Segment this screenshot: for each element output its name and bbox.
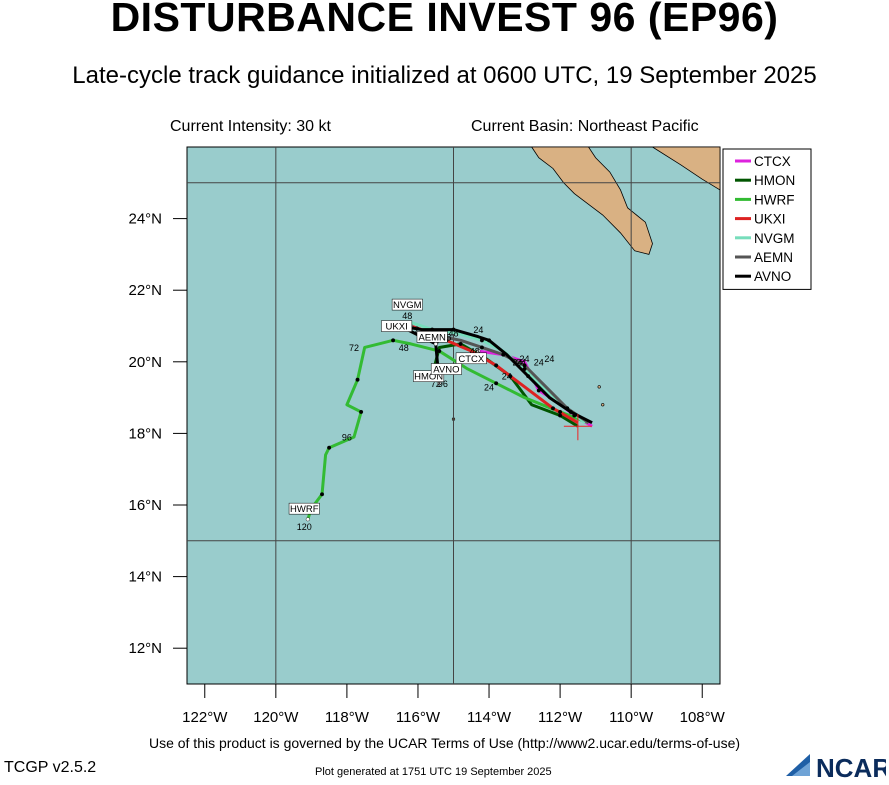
- legend-label-hwrf: HWRF: [754, 192, 795, 207]
- ncar-logo-text: NCAR: [816, 753, 886, 780]
- forecast-hour-label: 24: [516, 357, 526, 367]
- forecast-hour-label: 96: [438, 379, 448, 389]
- legend-label-avno: AVNO: [754, 269, 791, 284]
- current-intensity: Current Intensity: 30 kt: [170, 118, 331, 135]
- model-end-label: AVNO: [433, 365, 459, 376]
- x-tick-label: 112°W: [538, 709, 583, 726]
- track-point: [550, 406, 555, 411]
- model-end-label: CTCX: [458, 354, 485, 365]
- model-end-label: NVGM: [393, 300, 422, 311]
- legend-label-ctcx: CTCX: [754, 154, 791, 169]
- legend-label-hmon: HMON: [754, 173, 795, 188]
- forecast-hour-label: 72: [349, 343, 359, 353]
- track-point: [487, 338, 492, 343]
- legend-label-aemn: AEMN: [754, 250, 793, 265]
- chart-title: DISTURBANCE INVEST 96 (EP96): [110, 0, 779, 40]
- track-point: [451, 327, 456, 332]
- track-point: [522, 363, 527, 368]
- track-point: [568, 409, 573, 414]
- forecast-hour-label: 24: [502, 372, 512, 382]
- model-end-label: UKXI: [386, 322, 408, 333]
- forecast-hour-label: 72: [431, 379, 441, 389]
- forecast-hour-label: 96: [342, 433, 352, 443]
- forecast-hour-label: 24: [484, 382, 494, 392]
- model-end-label: HMON: [414, 372, 443, 383]
- x-tick-label: 114°W: [467, 709, 512, 726]
- x-tick-label: 122°W: [182, 709, 228, 726]
- x-tick-label: 108°W: [680, 709, 726, 726]
- ncar-logo-mark: NCAR: [786, 753, 889, 783]
- y-tick-label: 16°N: [128, 497, 162, 514]
- x-tick-label: 116°W: [396, 709, 441, 726]
- model-end-label: HWRF: [290, 504, 319, 515]
- forecast-hour-label: 24: [534, 357, 544, 367]
- forecast-hour-label: 24: [473, 325, 483, 335]
- x-tick-label: 118°W: [325, 709, 370, 726]
- forecast-hour-label: 24: [512, 357, 522, 367]
- track-point: [501, 352, 506, 357]
- track-point: [391, 338, 396, 343]
- track-point: [458, 341, 463, 346]
- track-point: [508, 374, 513, 379]
- legend-label-nvgm: NVGM: [754, 231, 795, 246]
- track-point: [536, 388, 541, 393]
- track-point: [359, 409, 364, 414]
- track-point: [494, 363, 499, 368]
- ncar-logo: NCAR: [786, 750, 889, 783]
- y-tick-label: 20°N: [128, 354, 162, 371]
- y-tick-label: 22°N: [128, 282, 162, 299]
- forecast-hour-label: 24: [544, 354, 554, 364]
- forecast-hour-label: 24: [520, 354, 530, 364]
- forecast-hour-label: 72: [409, 325, 419, 335]
- track-point: [558, 413, 563, 418]
- generated-timestamp: Plot generated at 1751 UTC 19 September …: [315, 766, 552, 778]
- model-end-label: AEMN: [418, 332, 446, 343]
- model-end-label-box: [416, 331, 448, 343]
- forecast-hour-label: 48: [402, 311, 412, 321]
- y-tick-label: 12°N: [128, 640, 162, 657]
- forecast-hour-label: 48: [399, 343, 409, 353]
- x-tick-label: 120°W: [253, 709, 299, 726]
- track-hwrf: [306, 338, 590, 520]
- terms-of-use-note: Use of this product is governed by the U…: [148, 735, 741, 751]
- island: [597, 385, 601, 389]
- track-point: [320, 492, 325, 497]
- model-end-label-box: [413, 370, 445, 382]
- track-point: [437, 349, 442, 354]
- track-point: [327, 445, 332, 450]
- track-point: [430, 327, 435, 332]
- track-point: [305, 517, 310, 522]
- track-point: [494, 381, 499, 386]
- y-tick-label: 24°N: [128, 211, 162, 228]
- legend-label-ukxi: UKXI: [754, 212, 786, 227]
- track-point: [355, 377, 360, 382]
- track-point: [565, 406, 570, 411]
- track-point: [572, 413, 577, 418]
- track-point: [479, 345, 484, 350]
- land-baja-california: [530, 146, 653, 255]
- track-point: [479, 338, 484, 343]
- current-basin: Current Basin: Northeast Pacific: [471, 118, 699, 135]
- version-label: TCGP v2.5.2: [4, 759, 97, 776]
- forecast-hour-label: 120: [297, 522, 312, 532]
- model-end-label-box: [288, 502, 320, 515]
- track-point: [522, 366, 527, 371]
- track-point: [526, 374, 531, 379]
- track-point: [558, 409, 563, 414]
- island: [601, 403, 605, 407]
- chart-subtitle: Late-cycle track guidance initialized at…: [72, 62, 817, 89]
- model-end-label-box: [455, 352, 487, 365]
- model-end-label-box: [430, 363, 462, 375]
- model-end-label-box: [381, 320, 413, 332]
- forecast-hour-label: 48: [448, 329, 458, 339]
- y-tick-label: 14°N: [128, 569, 162, 586]
- y-tick-label: 18°N: [128, 425, 162, 442]
- forecast-hour-label: 48: [470, 347, 480, 357]
- model-end-label-box: [391, 298, 423, 311]
- land-mainland-mexico: [651, 146, 721, 191]
- x-tick-label: 110°W: [609, 709, 654, 726]
